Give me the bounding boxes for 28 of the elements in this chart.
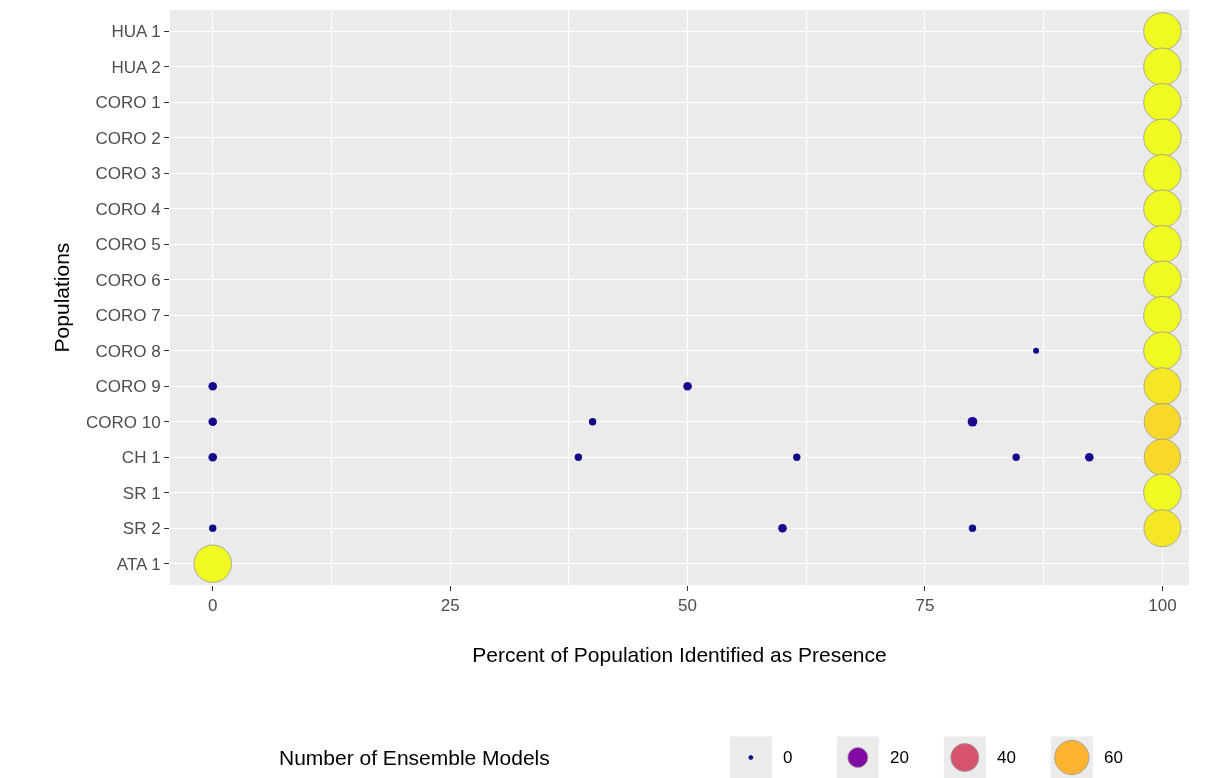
y-tick-label: CORO 8: [95, 341, 161, 361]
y-tick-label: CORO 7: [95, 306, 161, 326]
legend-label: 60: [1104, 748, 1123, 767]
legend-title: Number of Ensemble Models: [279, 746, 550, 769]
x-axis-title: Percent of Population Identified as Presence: [472, 642, 887, 666]
legend-label: 20: [890, 748, 909, 767]
y-tick-label: CORO 2: [95, 128, 161, 148]
y-tick-label: CH 1: [121, 448, 161, 468]
y-tick-label: CORO 6: [95, 270, 161, 290]
y-tick-label: CORO 4: [95, 199, 161, 219]
y-axis-title: Populations: [50, 242, 74, 353]
y-tick-label: CORO 10: [85, 412, 161, 432]
y-tick-label: SR 1: [122, 483, 161, 503]
legend-label: 0: [783, 748, 793, 767]
y-tick-label: CORO 9: [95, 377, 161, 397]
x-tick-label: 50: [678, 596, 698, 616]
x-tick-label: 100: [1148, 596, 1177, 616]
x-tick-label: 75: [915, 596, 935, 616]
x-tick-label: 25: [440, 596, 460, 616]
y-tick-label: HUA 2: [111, 57, 161, 77]
y-tick-label: SR 2: [122, 519, 161, 539]
y-tick-label: CORO 5: [95, 235, 161, 255]
y-tick-label: CORO 3: [95, 164, 161, 184]
x-tick-label: 0: [208, 596, 218, 616]
y-tick-label: ATA 1: [116, 554, 161, 574]
y-tick-label: HUA 1: [111, 22, 161, 42]
legend-label: 40: [997, 748, 1016, 767]
y-tick-label: CORO 1: [95, 93, 161, 113]
